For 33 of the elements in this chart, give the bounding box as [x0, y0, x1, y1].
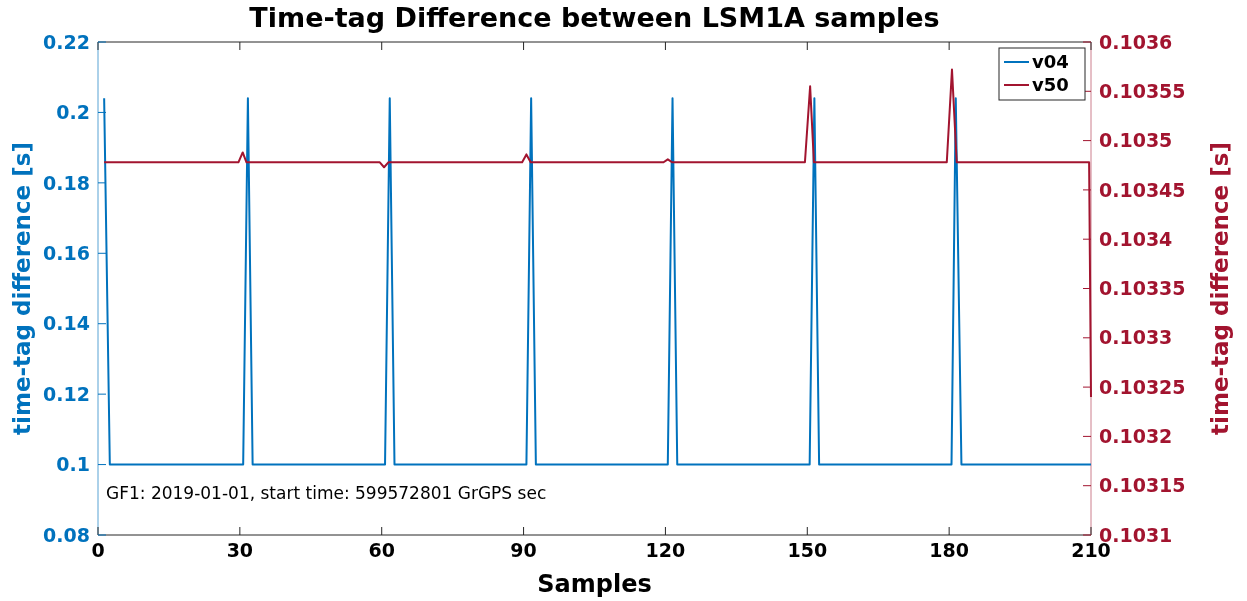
y-tick-label: 0.22 [43, 30, 90, 53]
y2-tick-label: 0.1034 [1099, 227, 1173, 250]
y-tick-label: 0.18 [43, 171, 90, 194]
y2-tick-label: 0.10335 [1099, 277, 1186, 300]
x-tick-label: 120 [645, 539, 686, 561]
y2-axis-title: time-tag difference [s] [1207, 142, 1233, 435]
x-tick-label: 60 [368, 539, 395, 561]
y-tick-label: 0.12 [43, 382, 90, 405]
y2-tick-label: 0.10325 [1099, 375, 1186, 398]
y2-tick-label: 0.1036 [1099, 30, 1173, 53]
y2-tick-label: 0.1035 [1099, 129, 1173, 152]
legend-label: v04 [1032, 51, 1069, 73]
x-axis-title: Samples [537, 570, 652, 598]
y-axis-title: time-tag difference [s] [9, 142, 35, 435]
x-tick-label: 90 [510, 539, 537, 561]
y2-tick-label: 0.10345 [1099, 178, 1186, 201]
line-series [103, 68, 1092, 398]
y2-tick-label: 0.1033 [1099, 326, 1173, 349]
chart-title: Time-tag Difference between LSM1A samples [249, 2, 940, 33]
y-tick-label: 0.08 [43, 523, 90, 546]
x-tick-label: 0 [91, 539, 105, 561]
x-tick-label: 30 [226, 539, 254, 561]
annotation: GF1: 2019-01-01, start time: 599572801 GrGPS sec [106, 483, 547, 503]
legend-label: v50 [1032, 74, 1069, 96]
y-tick-label: 0.2 [56, 101, 90, 124]
x-tick-label: 180 [929, 539, 969, 561]
y2-tick-label: 0.1032 [1099, 425, 1173, 448]
y-tick-label: 0.14 [43, 312, 90, 335]
y-tick-label: 0.1 [56, 453, 90, 476]
y-tick-label: 0.16 [43, 241, 90, 264]
y2-tick-label: 0.10355 [1099, 79, 1186, 102]
x-tick-label: 150 [787, 539, 828, 561]
y2-tick-label: 0.10315 [1099, 474, 1186, 497]
